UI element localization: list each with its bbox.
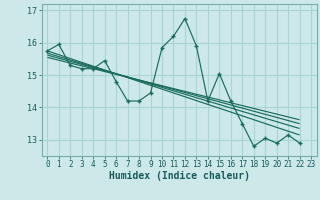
X-axis label: Humidex (Indice chaleur): Humidex (Indice chaleur) [109, 171, 250, 181]
